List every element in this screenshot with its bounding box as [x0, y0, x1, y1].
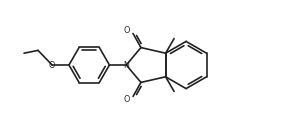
Text: O: O — [124, 95, 130, 104]
Text: N: N — [123, 60, 129, 70]
Text: O: O — [48, 60, 54, 70]
Text: O: O — [124, 26, 130, 35]
